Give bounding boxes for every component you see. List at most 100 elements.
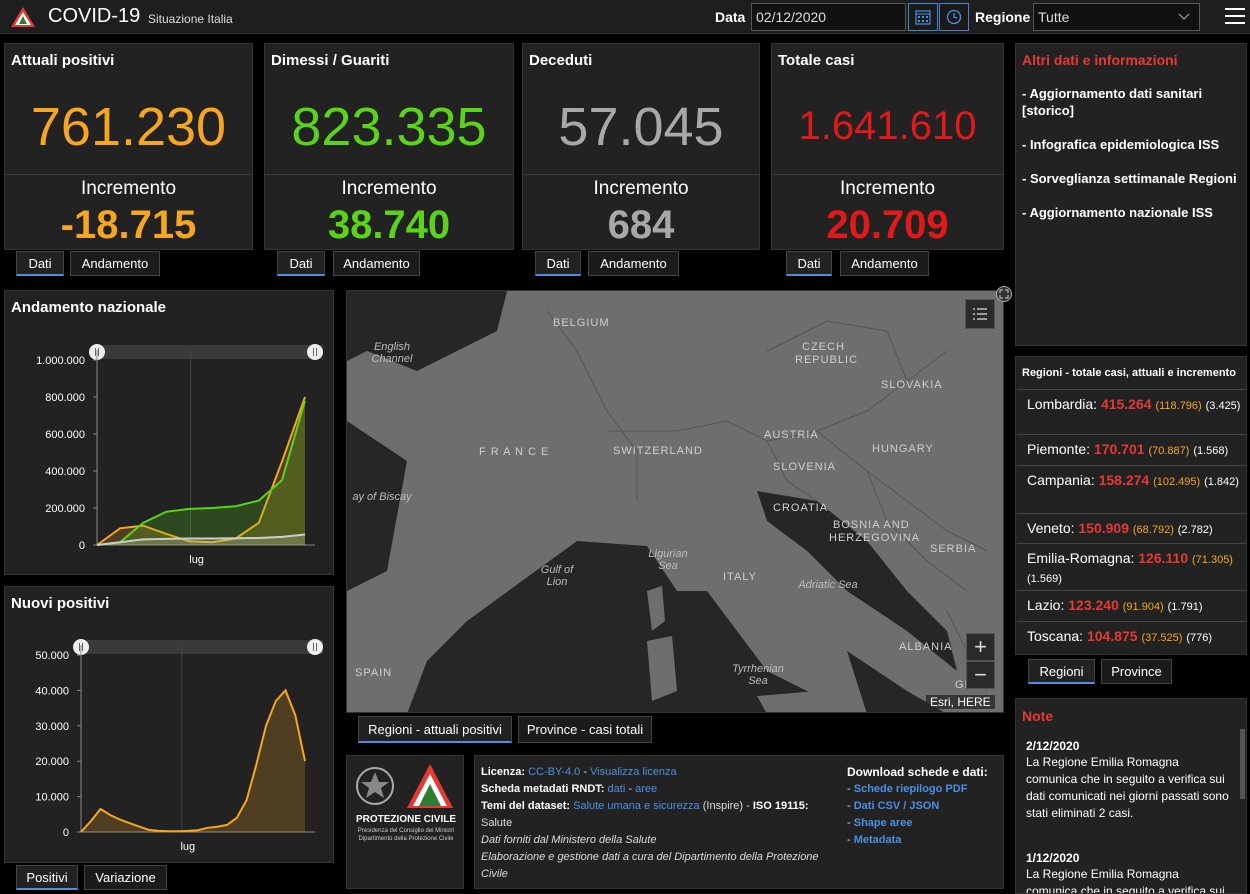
series-line [80, 688, 306, 833]
card-increment-value: 38.740 [327, 203, 451, 247]
card-increment-label: Incremento [341, 178, 437, 199]
region-increment: (1.569) [1027, 573, 1062, 585]
region-row[interactable]: Emilia-Romagna: 126.110 (71.305) (1.569) [1017, 543, 1247, 594]
fullscreen-button[interactable] [996, 286, 1012, 302]
time-button[interactable] [939, 3, 969, 31]
tab-dati[interactable]: Dati [277, 251, 325, 276]
zoom-in-button[interactable]: + [966, 633, 995, 661]
map-land [347, 291, 1003, 712]
series-area [81, 690, 305, 832]
top-bar: COVID-19 Situazione Italia Data Regione … [0, 0, 1250, 34]
map-country-label: SLOVAKIA [881, 379, 943, 391]
calendar-button[interactable] [908, 3, 938, 31]
region-row[interactable]: Campania: 158.274 (102.495) (1.842) [1017, 465, 1247, 497]
date-input[interactable] [751, 3, 906, 31]
map-country-label: SWITZERLAND [613, 445, 703, 457]
range-slider-track[interactable] [81, 640, 323, 654]
download-pdf-link[interactable]: Schede riepilogo PDF [853, 783, 968, 795]
credit-protezione-civile: Elaborazione e gestione dati a cura del … [481, 851, 819, 880]
region-name: Toscana: [1027, 628, 1084, 644]
tab-province[interactable]: Province [1101, 659, 1172, 684]
zoom-out-button[interactable]: − [966, 661, 995, 689]
tab-andamento[interactable]: Andamento [840, 251, 929, 276]
range-slider-handle[interactable] [307, 344, 323, 360]
card-title: Deceduti [529, 52, 593, 69]
tab-andamento[interactable]: Andamento [70, 251, 160, 276]
region-total: 126.110 [1138, 550, 1189, 566]
rndt-dati-link[interactable]: dati [607, 783, 626, 795]
italian-emblem-icon [356, 767, 394, 805]
map-attribution: Esri, HERE [926, 695, 995, 709]
card-divider [265, 174, 513, 175]
card-totale-casi: Totale casi 1.641.610 Incremento 20.709 [771, 43, 1004, 250]
download-shape-link[interactable]: Shape aree [853, 817, 913, 829]
rndt-aree-link[interactable]: aree [635, 783, 658, 795]
info-link-sorveglianza[interactable]: - Sorveglianza settimanale Regioni [1022, 171, 1237, 186]
region-row[interactable]: Lazio: 123.240 (91.904) (1.791) [1017, 590, 1247, 622]
region-current: (102.495) [1153, 476, 1201, 488]
info-link-dati-sanitari[interactable]: - Aggiornamento dati sanitari [storico] [1022, 86, 1203, 118]
map-edge-label: GI [955, 679, 969, 691]
card-deceduti: Deceduti 57.045 Incremento 684 [522, 43, 760, 250]
region-select[interactable]: Tutte [1033, 3, 1200, 31]
region-select-value: Tutte [1038, 9, 1070, 25]
region-label: Regione [975, 9, 1031, 25]
region-name: Emilia-Romagna: [1027, 550, 1135, 566]
temi-link[interactable]: Salute umana e sicurezza [573, 800, 700, 812]
card-increment-value: -18.715 [60, 203, 197, 247]
card-dimessi-guariti: Dimessi / Guariti 823.335 Incremento 38.740 [264, 43, 514, 250]
tab-positivi[interactable]: Positivi [16, 865, 78, 890]
map-view[interactable]: BELGIUM CZECH REPUBLIC SLOVAKIA F R A N C E S… [346, 290, 1004, 713]
y-tick-label: 600.000 [45, 429, 85, 441]
map-country-label: CROATIA [773, 502, 829, 514]
notes-title: Note [1022, 708, 1054, 724]
info-title: Altri dati e informazioni [1022, 52, 1178, 68]
info-link-nazionale-iss[interactable]: - Aggiornamento nazionale ISS [1022, 205, 1213, 220]
card-title: Dimessi / Guariti [271, 52, 390, 69]
expand-icon [999, 289, 1009, 299]
card-value: 57.045 [558, 97, 724, 157]
card-divider [523, 174, 759, 175]
tab-dati[interactable]: Dati [535, 251, 581, 276]
download-metadata-link[interactable]: Metadata [853, 834, 902, 846]
map-sea-label: Tyrrhenian Sea [732, 663, 784, 687]
tab-andamento[interactable]: Andamento [333, 251, 420, 276]
range-slider-track[interactable] [97, 345, 323, 359]
tab-dati[interactable]: Dati [16, 251, 64, 276]
temi-label: Temi del dataset: [481, 800, 571, 812]
y-tick-label: 0 [63, 827, 69, 839]
download-csv-link[interactable]: Dati CSV / JSON [853, 800, 940, 812]
menu-icon-line [1225, 15, 1245, 17]
notes-scrollbar[interactable] [1240, 729, 1245, 799]
tab-variazione[interactable]: Variazione [84, 865, 167, 890]
info-link-infografica[interactable]: - Infografica epidemiologica ISS [1022, 137, 1220, 152]
list-icon [973, 308, 987, 320]
new-positives-chart: 50.000 40.000 30.000 20.000 10.000 0 lug [35, 639, 323, 853]
visualizza-licenza-link[interactable]: Visualizza licenza [590, 766, 677, 778]
tab-regioni[interactable]: Regioni [1028, 659, 1095, 684]
region-row[interactable]: Piemonte: 170.701 (70.887) (1.568) [1017, 434, 1247, 466]
tab-province-casi-totali[interactable]: Province - casi totali [518, 716, 652, 743]
region-total: 415.264 [1100, 396, 1152, 412]
x-tick-label: lug [180, 841, 195, 853]
chevron-down-icon [1178, 13, 1190, 21]
region-increment: (776) [1186, 632, 1212, 644]
card-title: Attuali positivi [11, 52, 115, 69]
notes-panel: Note 2/12/2020 La Regione Emilia Romagna… [1015, 698, 1247, 894]
protezione-civile-icon [407, 764, 453, 808]
licenza-value-link[interactable]: CC-BY-4.0 [528, 766, 581, 778]
map-country-label: CZECH [802, 341, 845, 353]
date-label: Data [715, 9, 746, 25]
range-slider-handle[interactable] [307, 639, 323, 655]
region-row[interactable]: Lombardia: 415.264 (118.796) (3.425) [1017, 389, 1247, 421]
tab-andamento[interactable]: Andamento [588, 251, 679, 276]
tab-regioni-attuali-positivi[interactable]: Regioni - attuali positivi [358, 716, 512, 743]
y-tick-label: 10.000 [35, 792, 69, 804]
tab-dati[interactable]: Dati [786, 251, 832, 276]
layer-list-button[interactable] [965, 299, 995, 329]
series-area [97, 534, 305, 545]
region-increment: (1.842) [1204, 476, 1239, 488]
region-row[interactable]: Veneto: 150.909 (68.792) (2.782) [1017, 513, 1247, 545]
menu-button[interactable] [1225, 8, 1245, 26]
region-row[interactable]: Toscana: 104.875 (37.525) (776) [1017, 621, 1247, 653]
